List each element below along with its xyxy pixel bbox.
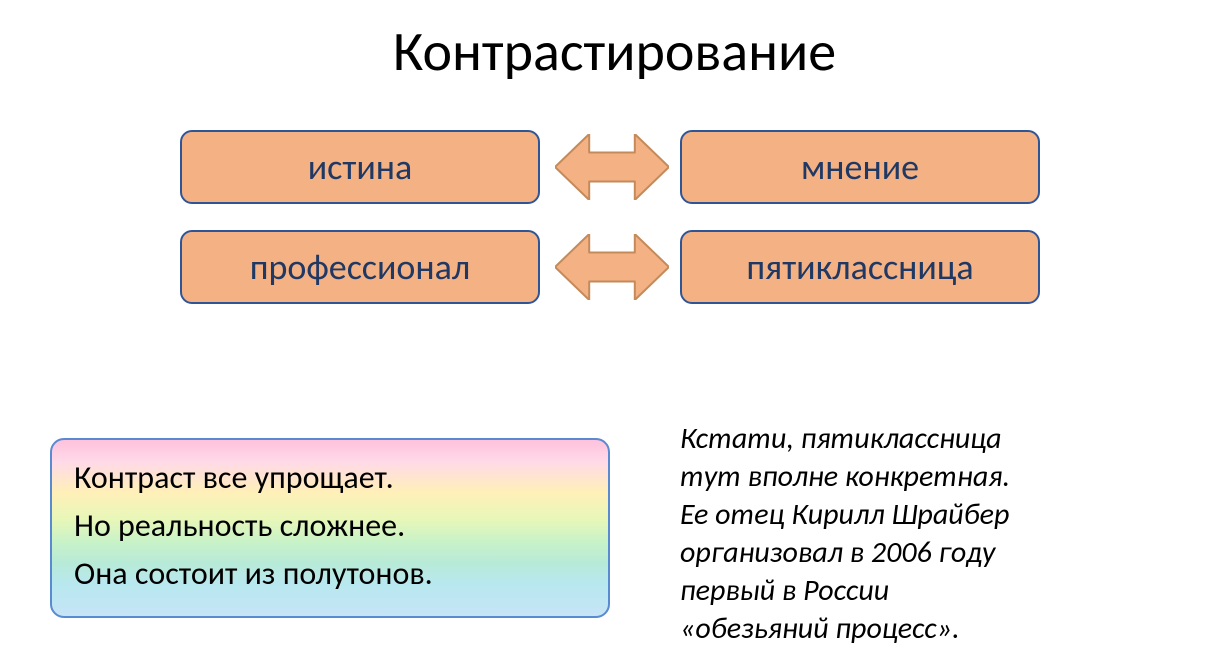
- side-note: Кстати, пятиклассница тут вполне конкрет…: [680, 420, 1170, 648]
- double-arrow-icon: [555, 134, 669, 200]
- concept-box-opinion: мнение: [680, 130, 1040, 204]
- rainbow-line: Но реальность сложнее.: [74, 502, 586, 550]
- concept-label: истина: [308, 145, 413, 189]
- note-line: тут вполне конкретная.: [680, 458, 1170, 496]
- note-line: Ее отец Кирилл Шрайбер: [680, 496, 1170, 534]
- concept-label: профессионал: [250, 245, 471, 289]
- slide-title-text: Контрастирование: [393, 18, 836, 86]
- slide: Контрастирование истина мнение профессио…: [0, 0, 1229, 670]
- concept-box-professional: профессионал: [180, 230, 540, 304]
- note-line: «обезьяний процесс».: [680, 610, 1170, 648]
- concept-label: пятиклассница: [746, 245, 973, 289]
- rainbow-line: Она состоит из полутонов.: [74, 550, 586, 598]
- slide-title: Контрастирование: [0, 18, 1229, 86]
- concept-box-fifthgrader: пятиклассница: [680, 230, 1040, 304]
- concept-box-truth: истина: [180, 130, 540, 204]
- note-line: первый в России: [680, 572, 1170, 610]
- rainbow-line: Контраст все упрощает.: [74, 454, 586, 502]
- note-line: организовал в 2006 году: [680, 534, 1170, 572]
- concept-label: мнение: [801, 145, 919, 189]
- note-line: Кстати, пятиклассница: [680, 420, 1170, 458]
- double-arrow-icon: [555, 234, 669, 300]
- rainbow-callout: Контраст все упрощает. Но реальность сло…: [50, 438, 610, 618]
